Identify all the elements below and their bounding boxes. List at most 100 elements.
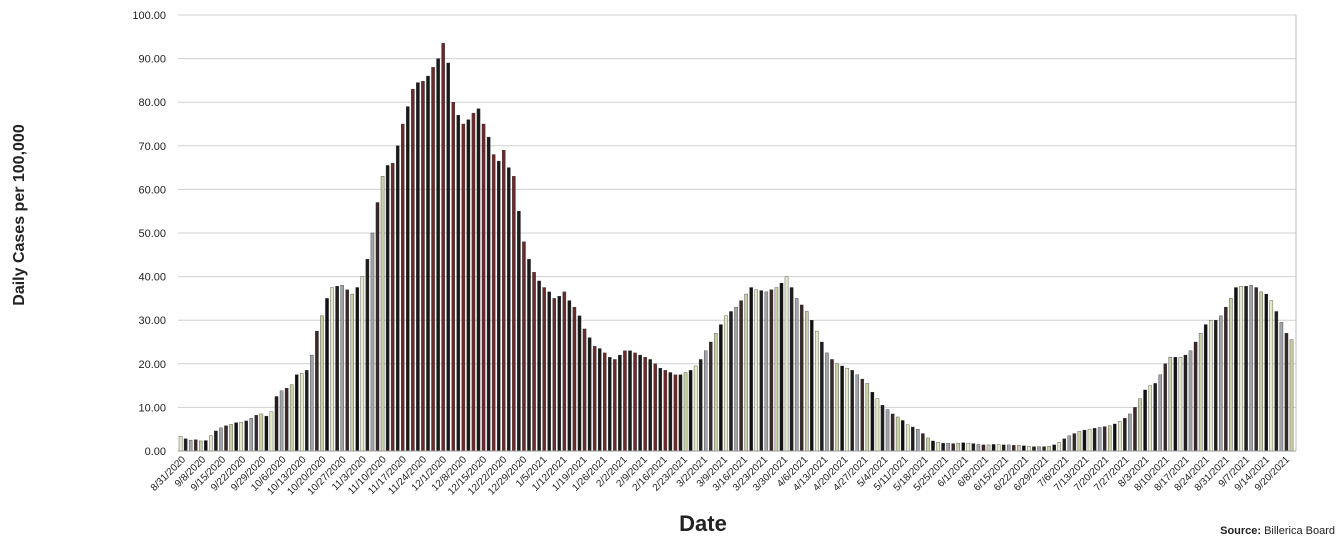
- bar: [769, 289, 774, 452]
- bar: [330, 287, 334, 452]
- bar: [1178, 357, 1183, 452]
- bar: [966, 442, 971, 452]
- bar: [941, 442, 945, 452]
- bar: [1082, 429, 1087, 452]
- bar: [865, 383, 870, 452]
- bar: [1057, 442, 1061, 452]
- bar: [931, 440, 935, 452]
- bar: [1087, 429, 1092, 452]
- bar: [1183, 354, 1188, 452]
- bar: [1239, 286, 1243, 452]
- bar: [496, 160, 501, 452]
- bar: [709, 341, 713, 452]
- bar: [395, 145, 400, 452]
- bar: [804, 311, 809, 452]
- y-tick-label: 60.00: [138, 184, 166, 196]
- bar: [502, 149, 506, 452]
- bar: [855, 374, 859, 452]
- y-tick-labels: 0.00 10.00 20.00 30.00 40.00 50.00 60.00 70.00 8…: [132, 10, 166, 458]
- bar: [365, 258, 370, 452]
- bar: [557, 296, 562, 452]
- bar: [1133, 407, 1137, 452]
- bar: [1249, 285, 1253, 452]
- bar: [981, 444, 986, 452]
- bar: [815, 330, 819, 452]
- bar: [1244, 286, 1248, 452]
- bar: [794, 298, 799, 452]
- bar: [860, 378, 865, 452]
- bar: [1168, 357, 1173, 452]
- y-tick-label: 30.00: [138, 315, 166, 327]
- bar: [1289, 339, 1294, 452]
- gridlines: [178, 14, 1296, 452]
- bar: [729, 311, 733, 452]
- bar: [905, 424, 910, 452]
- y-tick-label: 40.00: [138, 272, 166, 284]
- bar: [1102, 426, 1107, 452]
- bar: [673, 374, 678, 452]
- bar: [239, 422, 243, 452]
- bar: [204, 440, 208, 452]
- bar: [249, 418, 254, 452]
- bar: [739, 300, 743, 452]
- bar: [1072, 433, 1077, 452]
- bar: [320, 315, 324, 452]
- bar: [1113, 423, 1117, 452]
- bar: [719, 324, 723, 452]
- bar: [552, 298, 556, 452]
- bar: [1224, 306, 1228, 452]
- bar: [1173, 357, 1178, 452]
- bar: [229, 424, 233, 452]
- bar: [911, 426, 915, 452]
- bar: [1163, 363, 1168, 452]
- bar: [259, 413, 264, 452]
- bar: [1123, 418, 1127, 452]
- bar: [1097, 427, 1102, 452]
- bar: [704, 350, 708, 452]
- bar: [633, 352, 637, 452]
- bar: [895, 416, 900, 452]
- bar: [779, 282, 784, 452]
- bar: [597, 348, 602, 452]
- bar: [592, 346, 597, 452]
- bar: [921, 433, 925, 452]
- bar: [1006, 444, 1011, 452]
- bar: [1153, 383, 1157, 452]
- bar: [875, 398, 880, 452]
- bar: [214, 430, 218, 452]
- bar: [1143, 389, 1147, 452]
- bar: [512, 176, 516, 452]
- bar: [628, 350, 632, 452]
- bar: [1138, 398, 1142, 452]
- bar: [178, 436, 183, 452]
- y-tick-label: 90.00: [138, 54, 166, 66]
- y-tick-label: 10.00: [138, 402, 166, 414]
- bar: [335, 286, 339, 452]
- bar: [294, 374, 299, 452]
- bar: [1022, 445, 1026, 452]
- bar: [1067, 435, 1072, 452]
- y-tick-label: 70.00: [138, 141, 166, 153]
- bar: [446, 62, 450, 452]
- bar: [885, 409, 890, 452]
- bar: [279, 390, 284, 452]
- bar: [436, 58, 440, 452]
- bar: [996, 444, 1001, 452]
- bar: [956, 442, 960, 452]
- bar: [648, 359, 652, 452]
- bar: [900, 420, 905, 452]
- y-tick-label: 20.00: [138, 359, 166, 371]
- bar: [209, 435, 213, 452]
- bar: [1001, 444, 1006, 452]
- bar: [441, 43, 445, 452]
- bar: [835, 363, 839, 452]
- bar: [971, 443, 976, 452]
- bar: [1198, 333, 1203, 452]
- bar: [1158, 374, 1162, 452]
- bar: [1092, 428, 1097, 452]
- bar: [219, 427, 223, 452]
- bar: [300, 373, 304, 452]
- bar: [562, 291, 567, 452]
- bar: [825, 352, 829, 452]
